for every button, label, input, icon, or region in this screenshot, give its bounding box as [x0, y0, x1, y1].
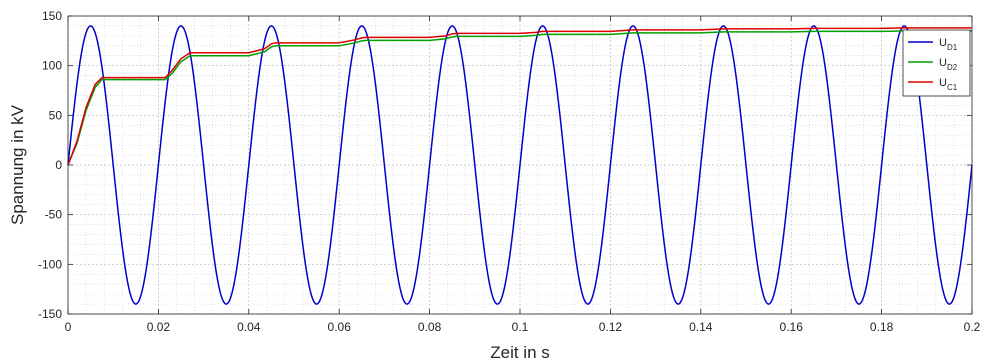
x-tick-label: 0.08 [418, 320, 442, 334]
series-line-u-d1 [67, 25, 973, 305]
x-tick-label: 0.16 [780, 320, 804, 334]
x-tick-label: 0.04 [237, 320, 261, 334]
x-tick-label: 0.12 [599, 320, 623, 334]
x-axis-ticks: 0 0.02 0.04 0.06 0.08 0.1 0.12 0.14 0.16 0.18 0.2 [65, 16, 981, 334]
y-axis-label: Spannung in kV [8, 104, 27, 225]
y-tick-label: -150 [38, 307, 62, 321]
legend-entry: UD1 [939, 37, 958, 52]
minor-grid [68, 16, 972, 314]
y-axis-ticks: -150 -100 -50 0 50 100 150 [38, 9, 972, 321]
series-layer [67, 25, 973, 305]
x-tick-label: 0.02 [147, 320, 171, 334]
y-tick-label: 150 [42, 9, 62, 23]
x-tick-label: 0.2 [964, 320, 981, 334]
series-line-u-d2 [67, 30, 972, 166]
y-tick-label: -50 [45, 208, 63, 222]
x-tick-label: 0.14 [689, 320, 713, 334]
x-tick-label: 0 [65, 320, 72, 334]
legend-entry: UD2 [939, 57, 958, 72]
legend-entry: UC1 [939, 77, 958, 92]
series-line-u-c1 [67, 27, 972, 166]
y-tick-label: 0 [55, 158, 62, 172]
x-tick-label: 0.18 [870, 320, 894, 334]
y-tick-label: 100 [42, 59, 62, 73]
x-axis-label: Zeit in s [490, 343, 550, 362]
y-tick-label: -100 [38, 257, 62, 271]
x-tick-label: 0.1 [512, 320, 529, 334]
legend: UD1 UD2 UC1 [902, 29, 971, 97]
x-tick-label: 0.06 [328, 320, 352, 334]
y-tick-label: 50 [49, 108, 63, 122]
legend-box [902, 29, 971, 97]
